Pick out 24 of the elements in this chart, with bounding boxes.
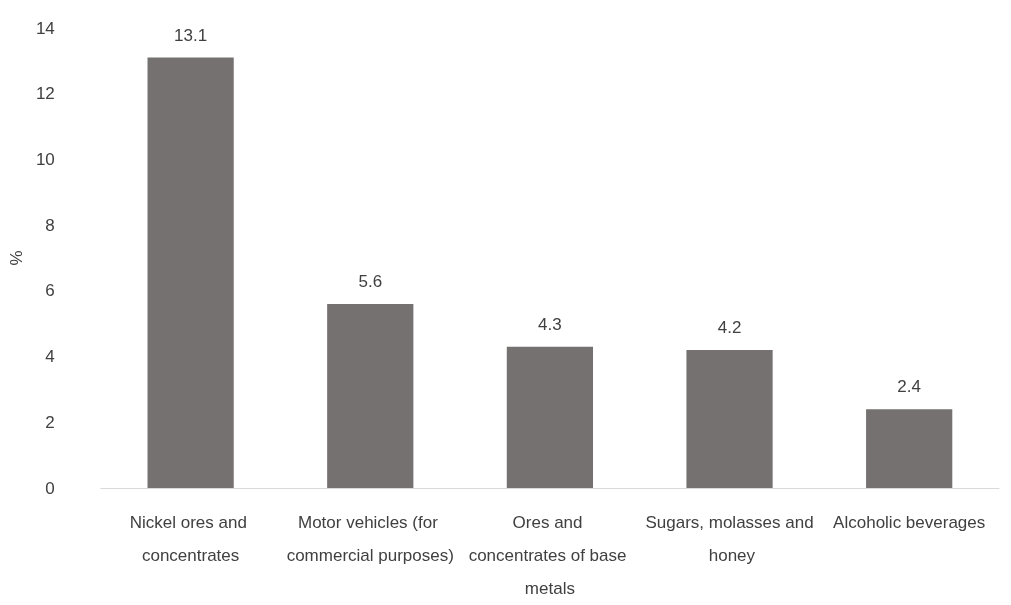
y-tick-label: 8 [45, 215, 55, 235]
y-axis-title: % [7, 250, 26, 266]
x-tick-label: Alcoholic beverages [833, 513, 986, 532]
y-tick-label: 2 [45, 412, 55, 432]
data-label: 2.4 [897, 377, 921, 397]
bar [327, 304, 414, 488]
data-label: 4.3 [538, 314, 562, 334]
y-tick-label: 0 [45, 478, 55, 498]
data-label: 13.1 [174, 25, 208, 45]
x-tick-label: Ores and concentrates of base metals [468, 513, 632, 598]
data-label: 5.6 [358, 272, 383, 291]
x-tick-label: Motor vehicles (for commercial purposes) [286, 513, 454, 565]
y-tick-label: 6 [45, 281, 55, 301]
data-label: 4.2 [717, 318, 742, 337]
bar [686, 350, 773, 488]
y-tick-label: 14 [35, 18, 55, 38]
x-tick-label: Nickel ores and concentrates [129, 513, 252, 565]
y-tick-label: 10 [35, 149, 55, 169]
bar [506, 346, 594, 488]
y-tick-label: 4 [45, 347, 55, 367]
y-tick-label: 12 [35, 84, 55, 104]
x-tick-label: Sugars, molasses and honey [645, 513, 814, 565]
bar [866, 409, 953, 488]
bar [147, 57, 234, 488]
